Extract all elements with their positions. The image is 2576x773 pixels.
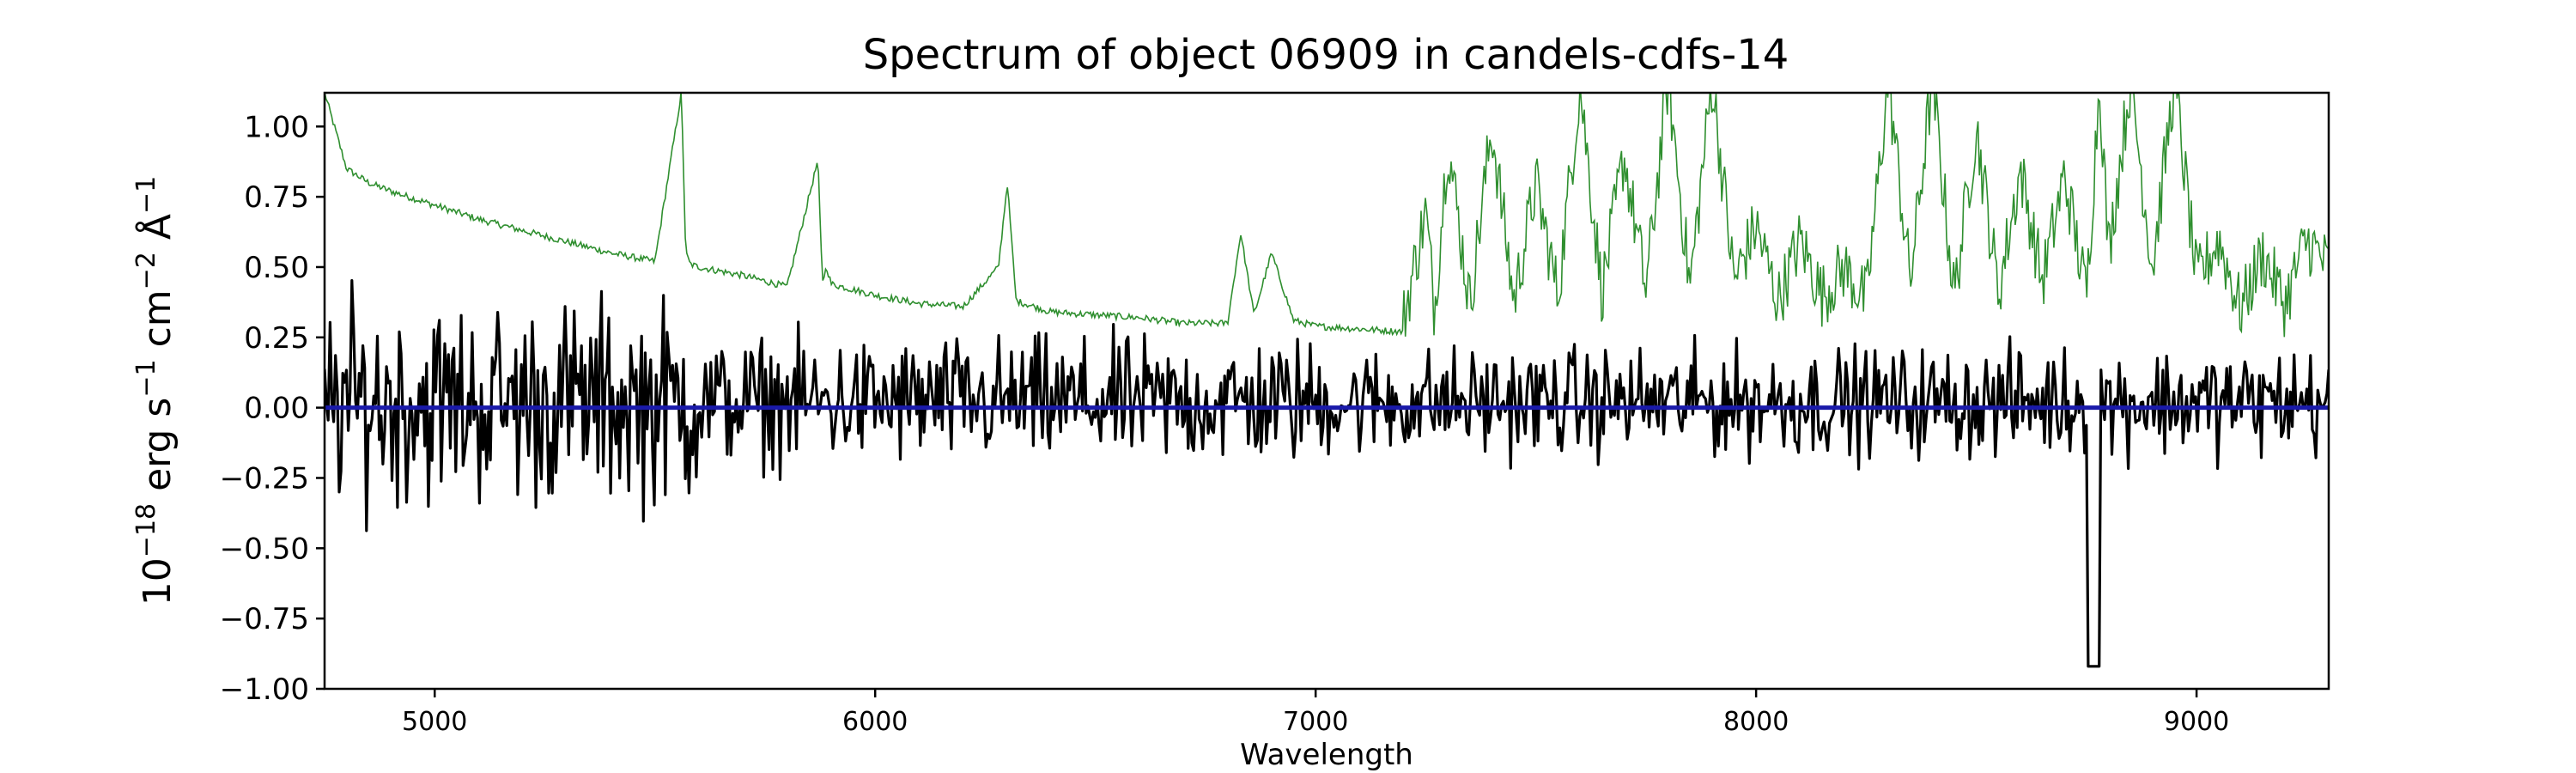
y-axis: −1.00 −0.75 −0.50 −0.25 0.00 0.25 0.50 0.75 1.00 (220, 110, 325, 707)
x-tick-label: 5000 (402, 707, 467, 737)
x-tick-label: 9000 (2164, 707, 2229, 737)
x-tick-label: 8000 (1723, 707, 1789, 737)
flux-spectrum-line (325, 279, 2329, 668)
error-spectrum-line (325, 93, 2329, 338)
y-axis-label-exp: −18 (131, 503, 161, 557)
y-axis-label-exp1: −1 (131, 359, 161, 397)
y-tick-label: −1.00 (220, 673, 309, 707)
y-tick-label: −0.75 (220, 602, 309, 636)
y-tick-label: 0.50 (244, 251, 309, 285)
x-tick-label: 6000 (842, 707, 908, 737)
y-tick-label: 0.25 (244, 321, 309, 356)
plot-frame (323, 91, 2330, 691)
y-tick-label: −0.25 (220, 461, 309, 496)
y-tick-label: −0.50 (220, 532, 309, 566)
x-axis: 5000 6000 7000 8000 9000 (402, 689, 2229, 737)
y-axis-label: 10−18 erg s−1 cm−2 Å−1 (131, 176, 179, 606)
series-layer (325, 93, 2329, 668)
y-tick-label: 1.00 (244, 110, 309, 144)
y-tick-label: 0.00 (244, 392, 309, 426)
y-axis-label-unit3: Å (134, 214, 179, 252)
y-axis-label-unit1: erg s (136, 398, 179, 503)
y-tick-label: 0.75 (244, 180, 309, 215)
x-axis-label: Wavelength (1240, 738, 1413, 772)
plot-area (323, 91, 2330, 691)
y-axis-label-base: 10 (136, 557, 179, 606)
y-axis-label-exp2: −2 (131, 252, 161, 289)
y-axis-label-exp3: −1 (131, 176, 161, 214)
y-axis-label-unit2: cm (136, 289, 179, 359)
x-tick-label: 7000 (1283, 707, 1348, 737)
chart-title: Spectrum of object 06909 in candels-cdfs… (863, 31, 1789, 79)
